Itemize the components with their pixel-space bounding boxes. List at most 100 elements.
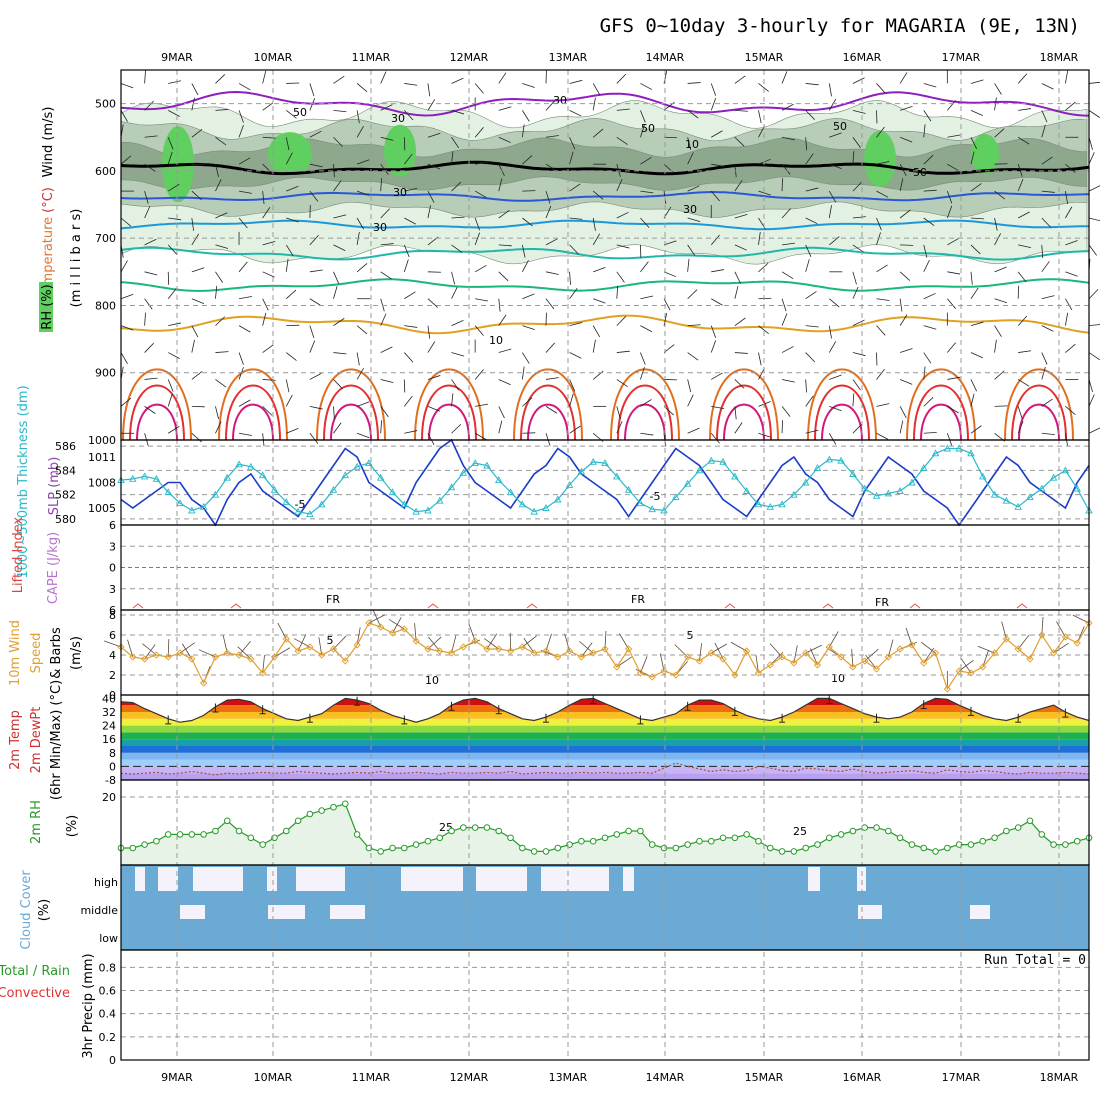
wind-barb (215, 179, 222, 192)
thickness-point (778, 500, 786, 508)
thickness-point (731, 472, 739, 480)
wind-barb (592, 233, 601, 246)
wind-barb (711, 405, 725, 410)
wind-barb (356, 401, 370, 407)
upper-ylabel-wind: Wind (m/s) (41, 107, 56, 178)
wind-barb (994, 233, 1002, 246)
rh-point (814, 841, 821, 848)
wind-barb (947, 271, 961, 275)
wind-barb (947, 342, 957, 353)
boundary-layer-contour (122, 368, 192, 441)
wind-barb (356, 325, 368, 335)
wind-barb (521, 366, 525, 380)
rh-point (223, 817, 231, 825)
precip-tick-label: 0.2 (99, 1031, 117, 1044)
wind-speed-point (306, 643, 314, 651)
wind-barb (262, 191, 265, 205)
x-tick-label-bottom: 14MAR (646, 1071, 685, 1084)
thickness-point (494, 476, 503, 484)
wind-barb (687, 379, 692, 393)
wind-speed-point (636, 669, 645, 677)
wind-barb (781, 136, 795, 141)
wind-barb (474, 83, 484, 94)
wind-barb (522, 260, 529, 273)
wind-barb (734, 244, 747, 251)
wind-barb (640, 190, 654, 194)
rh-label-box (39, 282, 53, 332)
wind-barb (663, 312, 668, 326)
wind-barb (238, 110, 244, 123)
wind-barb (333, 136, 343, 147)
wind-barb (522, 325, 535, 331)
wind-barb (522, 293, 535, 300)
temperature-contour-label: 10 (831, 672, 845, 685)
wind-barb (498, 106, 512, 111)
thickness-point (1026, 493, 1034, 501)
wind-barb (616, 316, 627, 326)
wind-barb (404, 83, 418, 86)
li-marker (427, 603, 439, 609)
wind-barb (191, 217, 195, 231)
wind-barb (852, 319, 865, 326)
wind-barb (899, 406, 907, 419)
wind-barb (404, 395, 413, 407)
wind-barb (191, 298, 205, 304)
wind-barb (758, 83, 769, 92)
wind-barb (522, 397, 533, 407)
rh-point (648, 841, 656, 848)
wind-barb (805, 244, 812, 257)
wind-barb (640, 110, 646, 123)
cloud-high-segment (808, 867, 820, 891)
rh-point (825, 834, 833, 842)
rh-point (519, 844, 526, 852)
rh-point (141, 841, 148, 848)
wind-barb-10m (127, 639, 134, 658)
rh-point (129, 844, 137, 852)
wind-barb (852, 109, 866, 114)
wind-barb (238, 352, 244, 365)
wind-barb (262, 102, 274, 111)
rh-point (401, 844, 408, 852)
wind-speed-point (518, 643, 527, 651)
x-tick-label-bottom: 18MAR (1040, 1071, 1079, 1084)
temperature-contour-label: FR (326, 593, 340, 606)
thickness-point (719, 457, 727, 465)
cloud-high-segment (541, 867, 609, 891)
wind-barb (569, 352, 582, 359)
thickness-point (801, 478, 810, 486)
wind-speed-point (199, 679, 208, 687)
wind-barb (852, 393, 855, 407)
rh-point (448, 827, 455, 835)
cloud-high-segment (623, 867, 634, 891)
rh-point (637, 827, 644, 835)
rh-point (1014, 824, 1022, 831)
wind-barb (923, 259, 930, 272)
wind-speed-point (259, 669, 267, 677)
wind-speed-point (707, 649, 715, 657)
precip-tick-label: 0.6 (99, 985, 117, 998)
wind-barb (616, 285, 619, 299)
wind-barb-10m (977, 645, 995, 654)
wind-barb (451, 77, 464, 84)
thickness-point (1049, 473, 1058, 481)
rh-contour-label: 30 (391, 112, 405, 125)
wind-barb-10m (714, 642, 724, 660)
wind-barb (120, 293, 134, 300)
wind-speed-point (1073, 639, 1081, 647)
wind-barb (876, 126, 885, 138)
thickness-point (447, 483, 456, 491)
thickness-point (790, 490, 798, 498)
wind-barb (876, 298, 890, 301)
wind-barb (828, 190, 837, 203)
wind-barb (521, 244, 526, 258)
wind-barb-10m (545, 633, 552, 652)
rh-point (625, 827, 632, 835)
thickness-point (400, 500, 409, 508)
wind-barb (238, 157, 251, 165)
wind-barb (1041, 244, 1044, 258)
rh-point (164, 831, 172, 838)
wind-barb (852, 137, 861, 149)
cloud-high-segment (267, 867, 277, 891)
wind-barb (1041, 352, 1048, 365)
thickness-point (365, 459, 373, 467)
